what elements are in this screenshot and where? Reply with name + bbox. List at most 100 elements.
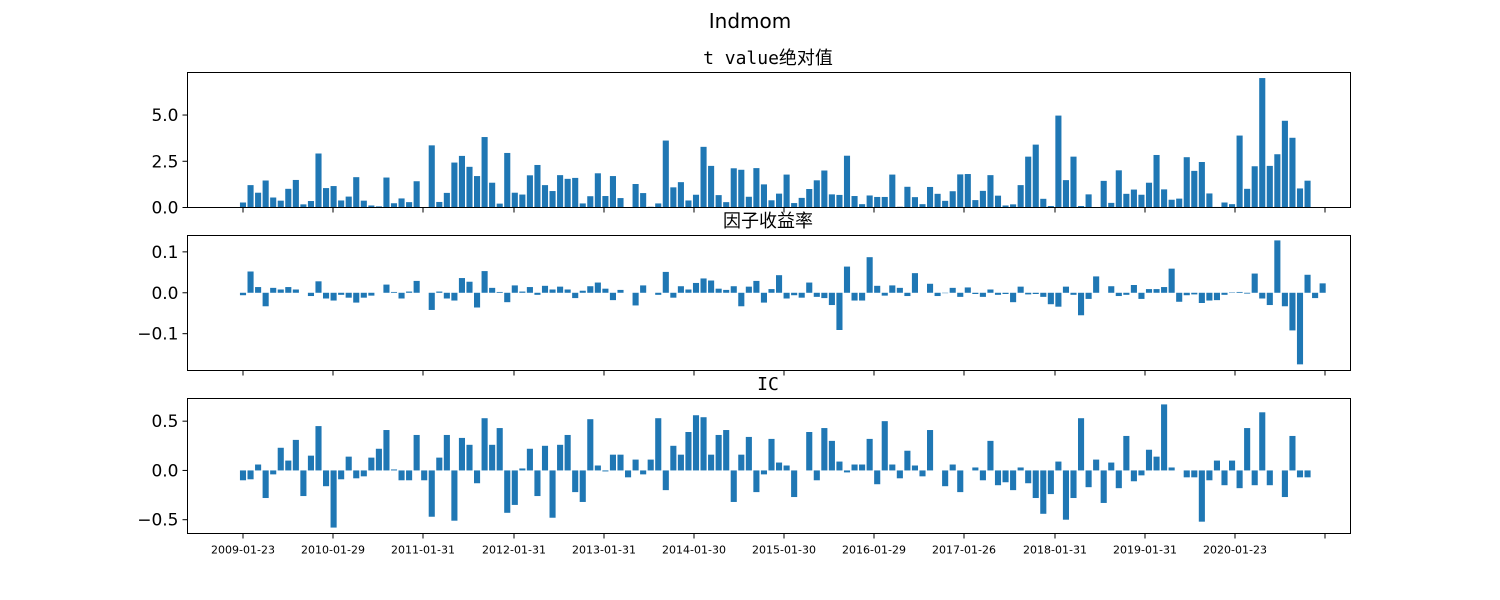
ic-bar xyxy=(889,464,896,471)
t-value-bar xyxy=(345,196,352,208)
ic-bar xyxy=(390,469,398,471)
t-value-bar xyxy=(1085,194,1092,208)
t-value-bar xyxy=(602,196,609,208)
x-tick-label: 2015-01-30 xyxy=(752,544,816,557)
ic-bar xyxy=(1025,470,1032,484)
factor-return-bar xyxy=(1108,286,1115,293)
ic-axes-frame xyxy=(187,398,1351,534)
t-value-bar xyxy=(881,196,888,208)
ic-bar xyxy=(1168,467,1175,471)
ic-bar xyxy=(1161,404,1168,471)
ic-bar xyxy=(489,444,496,471)
x-tick-label: 2019-01-31 xyxy=(1113,544,1177,557)
ic-bar xyxy=(776,462,783,471)
factor-return-bar xyxy=(1289,292,1296,331)
ic-bar xyxy=(625,470,632,478)
t-value-bar xyxy=(519,194,526,208)
t-value-bar xyxy=(1198,162,1205,208)
factor-return-bar xyxy=(1115,292,1122,297)
ic-bar xyxy=(458,437,465,471)
ic-bar xyxy=(896,470,903,479)
factor-return-bar xyxy=(345,292,352,298)
ic-bar xyxy=(602,470,609,472)
ic-bar xyxy=(368,457,375,471)
ic-bar xyxy=(927,430,934,471)
ic-bar xyxy=(813,470,820,481)
t-value-bar xyxy=(753,168,760,208)
t-value-bar xyxy=(949,191,956,208)
panel-t-value: t value绝对值 0.0 2.5 5.0 xyxy=(151,48,1351,219)
t-value-bar xyxy=(1236,135,1243,208)
ic-y-tick-label: 0.0 xyxy=(151,461,178,481)
factor-return-bar xyxy=(1040,292,1047,297)
ic-bar xyxy=(323,470,330,487)
ic-bar xyxy=(632,459,639,471)
t-value-bar xyxy=(1191,170,1198,208)
factor-return-bar xyxy=(1085,292,1092,299)
t-value-bar xyxy=(1153,154,1160,208)
t-value-bar xyxy=(904,186,911,208)
factor-return-bar xyxy=(398,292,405,299)
panel-title-factor-return: 因子收益率 xyxy=(723,211,813,232)
factor-return-bar xyxy=(1078,292,1085,316)
t-value-bar xyxy=(541,185,549,208)
x-tick-label: 2011-01-31 xyxy=(391,544,455,557)
factor-return-bar xyxy=(1259,292,1266,299)
ic-bar xyxy=(670,445,677,471)
factor-return-bar xyxy=(1062,286,1069,293)
t-value-bar xyxy=(1047,206,1054,208)
t-value-bar xyxy=(451,162,458,208)
factor-return-bar xyxy=(700,278,707,293)
factor-return-bar xyxy=(692,282,700,293)
factor-return-bar xyxy=(368,292,375,296)
t-value-bar xyxy=(587,196,594,208)
t-value-bar xyxy=(511,192,518,208)
ic-bar xyxy=(270,470,277,475)
t-value-bar xyxy=(1251,166,1258,208)
factor-return-bar xyxy=(911,273,918,293)
ic-bar xyxy=(647,459,654,471)
ic-bar xyxy=(519,468,526,471)
factor-return-bar xyxy=(836,292,843,330)
ic-bar xyxy=(617,454,624,471)
factor-return-bar xyxy=(677,286,684,293)
t-value-bar xyxy=(292,179,299,208)
factor-return-bar xyxy=(1198,292,1205,303)
t-value-bar xyxy=(360,200,367,208)
t-value-bar xyxy=(285,188,292,208)
factor-return-bar xyxy=(413,280,420,293)
factor-return-bar xyxy=(670,292,677,298)
factor-return-bar xyxy=(957,292,964,297)
t-value-bar xyxy=(1274,154,1281,208)
ic-bar xyxy=(1085,470,1092,488)
factor-return-bar xyxy=(1010,292,1017,303)
factor-return-bar xyxy=(632,292,639,306)
t-value-bar xyxy=(942,200,949,208)
ic-bar xyxy=(481,418,488,471)
ic-bar xyxy=(942,470,949,487)
t-value-bars xyxy=(239,78,1311,208)
ic-bar xyxy=(1296,470,1304,478)
ic-bar xyxy=(1198,470,1205,522)
t-value-bar xyxy=(1070,156,1077,208)
t-value-y-tick-label: 2.5 xyxy=(151,152,178,172)
t-value-bar xyxy=(323,188,330,208)
t-value-bar xyxy=(481,137,488,208)
ic-bar xyxy=(768,438,775,471)
t-value-bar xyxy=(700,146,707,208)
factor-return-bar xyxy=(979,292,986,297)
t-value-bar xyxy=(768,200,775,208)
factor-return-bar xyxy=(406,291,413,293)
ic-bar xyxy=(534,470,541,497)
ic-bar xyxy=(360,470,367,477)
t-value-bar xyxy=(609,176,616,208)
t-value-bar xyxy=(851,196,858,208)
factor-return-x-axis xyxy=(242,370,1326,376)
ic-bar xyxy=(443,434,450,471)
t-value-bar xyxy=(874,196,881,208)
ic-x-axis: 2009-01-23 2010-01-29 2011-01-31 2012-01-31… xyxy=(211,533,1326,557)
factor-return-bar xyxy=(1191,292,1198,295)
x-tick-label: 2012-01-31 xyxy=(482,544,546,557)
t-value-bar xyxy=(708,165,715,208)
